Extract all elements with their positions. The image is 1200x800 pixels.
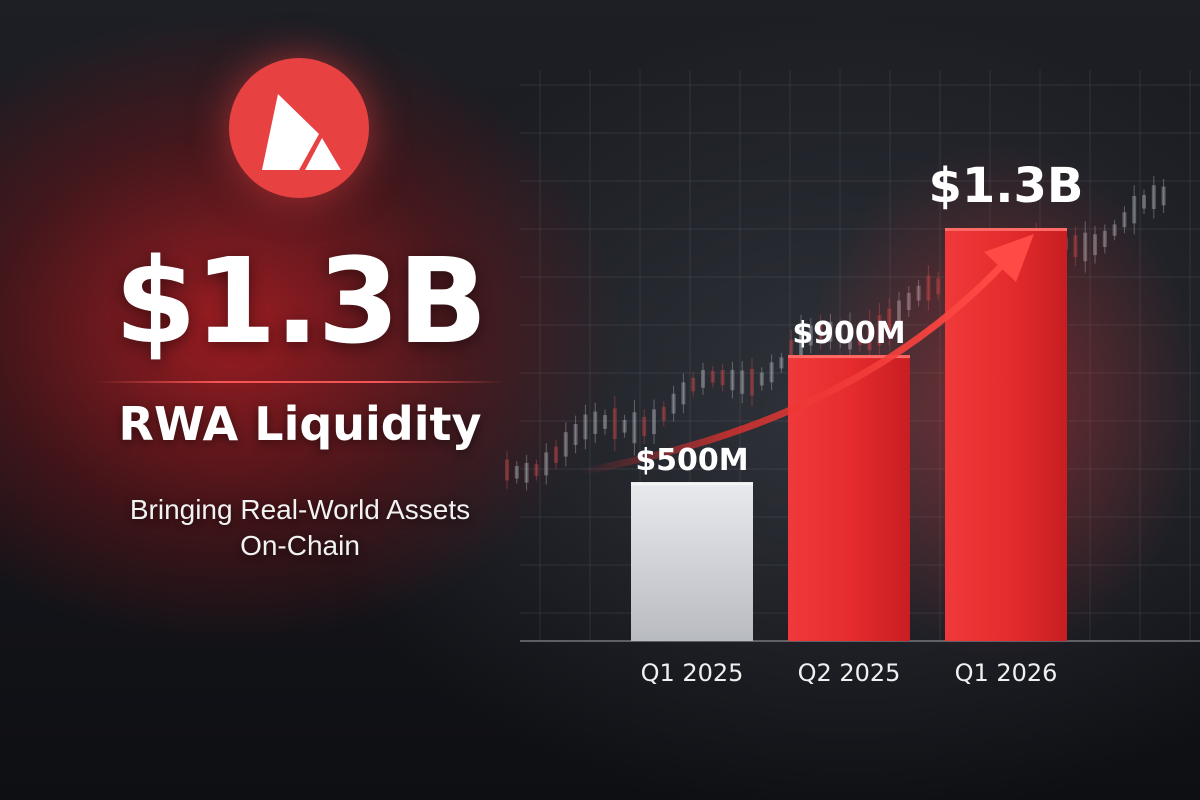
x-tick-label: Q1 2025: [641, 659, 744, 687]
tagline-line-2: On-Chain: [240, 530, 360, 561]
data-label: $1.3B: [928, 158, 1083, 214]
chart-labels: $500M Q1 2025 $900M Q2 2025 $1.3B Q1 2026: [635, 158, 1083, 687]
candlestick-body: [652, 409, 656, 435]
headline-amount: $1.3B: [114, 232, 487, 370]
tagline: Bringing Real-World Assets On-Chain: [70, 492, 530, 564]
candlestick-body: [759, 372, 764, 386]
data-label: $900M: [792, 316, 905, 351]
candlestick-body: [642, 416, 647, 437]
candlestick-body: [1151, 185, 1156, 209]
candlestick-body: [681, 382, 686, 405]
trend-arrow: [576, 234, 1034, 476]
avalanche-logo-icon: [229, 58, 369, 198]
bar-q2-2025: [788, 355, 910, 641]
subheadline: RWA Liquidity: [118, 397, 482, 451]
bar-top-edge: [631, 482, 753, 486]
candlestick-body: [661, 406, 666, 421]
trend-arrow-shaft: [576, 258, 1009, 476]
candlestick-body: [622, 419, 627, 433]
tagline-line-1: Bringing Real-World Assets: [129, 494, 471, 525]
candlestick-body: [740, 370, 745, 394]
bar-series: [631, 228, 1067, 641]
trend-arrow-head: [984, 234, 1034, 282]
candlestick-body: [769, 362, 774, 383]
candlestick-body: [593, 411, 598, 434]
x-tick-label: Q2 2025: [798, 659, 901, 687]
candlestick-body: [671, 393, 676, 414]
x-tick-label: Q1 2026: [955, 659, 1058, 687]
candlestick-body: [573, 424, 578, 445]
candlestick-body: [534, 464, 539, 476]
candlestick-body: [730, 369, 735, 391]
candlestick-body: [554, 446, 558, 463]
candlestick-body: [750, 368, 754, 396]
candlestick-body: [701, 370, 705, 388]
bar-q1-2025: [631, 482, 753, 641]
bar-top-edge: [945, 228, 1067, 231]
candlestick-body: [524, 462, 529, 483]
candlestick-body: [632, 412, 637, 444]
data-label: $500M: [635, 443, 748, 478]
candlestick-body: [710, 370, 715, 383]
candlestick-body: [720, 369, 725, 386]
candlestick-body: [691, 377, 696, 392]
bar-q1-2026: [945, 228, 1067, 641]
headline-divider: [95, 381, 505, 383]
candlestick-body: [563, 432, 568, 457]
candlestick-body: [1142, 194, 1146, 209]
candlestick-body: [603, 415, 607, 429]
candlestick-body: [1161, 186, 1166, 206]
candlestick-body: [799, 327, 803, 359]
candlestick-body: [544, 452, 549, 476]
candlestick-body: [612, 408, 617, 440]
bar-top-edge: [788, 355, 910, 359]
candlestick-body: [505, 459, 509, 481]
candlestick-body: [514, 466, 519, 479]
candlestick-body: [779, 357, 784, 369]
candlestick-body: [583, 414, 588, 440]
candlestick-body: [789, 339, 794, 365]
